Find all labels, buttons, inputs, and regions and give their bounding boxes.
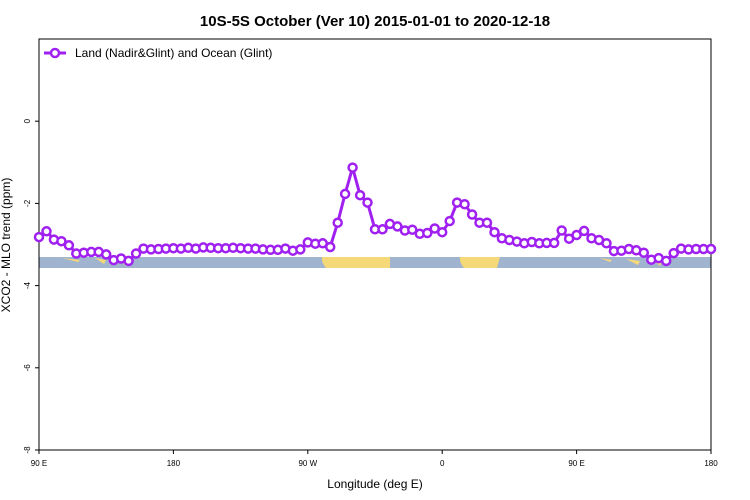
data-point xyxy=(362,197,373,208)
y-tick-label: -2 xyxy=(23,199,32,207)
data-point xyxy=(489,226,500,238)
data-point xyxy=(578,225,590,237)
legend-marker xyxy=(49,47,61,59)
data-point xyxy=(481,217,493,228)
data-point xyxy=(556,225,567,236)
data-point xyxy=(295,244,306,255)
axes: 90 E 180 90 W 0 90 E 180 -8 -6 -4 -2 0 xyxy=(23,118,718,468)
data-point xyxy=(422,227,433,239)
data-point xyxy=(571,229,582,241)
y-tick-label: 0 xyxy=(23,118,32,123)
data-point xyxy=(705,243,717,255)
data-point xyxy=(377,224,388,235)
data-point xyxy=(436,226,448,238)
data-point xyxy=(444,215,455,227)
data-point xyxy=(392,221,403,232)
data-point xyxy=(324,241,336,253)
land-ocean-band xyxy=(39,257,711,268)
y-axis-label: XCO2 - MLO trend (ppm) xyxy=(0,178,13,313)
data-point xyxy=(660,255,672,267)
legend-entry-label: Land (Nadir&Glint) and Ocean (Glint) xyxy=(75,46,272,60)
data-point xyxy=(100,249,112,260)
data-point xyxy=(638,247,650,258)
island-mark xyxy=(626,259,640,265)
x-tick-label: 0 xyxy=(440,459,445,468)
data-point xyxy=(347,162,358,173)
data-point xyxy=(130,248,142,259)
data-point xyxy=(56,235,67,247)
data-point xyxy=(466,209,478,220)
x-tick-label: 90 W xyxy=(298,459,317,468)
data-point xyxy=(459,198,470,210)
data-point xyxy=(668,247,679,259)
data-point xyxy=(354,189,366,201)
data-point xyxy=(339,188,351,200)
data-point xyxy=(33,231,45,243)
y-tick-label: -4 xyxy=(23,281,32,289)
land-band-south-america xyxy=(321,257,390,268)
legend: Land (Nadir&Glint) and Ocean (Glint) xyxy=(44,46,272,60)
island-mark xyxy=(95,258,106,264)
series-layer xyxy=(33,162,717,267)
chart-title: 10S-5S October (Ver 10) 2015-01-01 to 20… xyxy=(200,13,550,30)
y-tick-label: -6 xyxy=(23,364,32,372)
x-tick-label: 180 xyxy=(167,459,181,468)
land-band-africa xyxy=(459,257,500,268)
data-point xyxy=(332,217,343,228)
y-tick-label: -8 xyxy=(23,446,32,454)
data-point xyxy=(601,238,612,249)
x-tick-label: 180 xyxy=(704,459,718,468)
data-point xyxy=(407,224,418,235)
data-point xyxy=(63,240,75,251)
x-axis-label: Longitude (deg E) xyxy=(327,477,422,491)
data-point xyxy=(548,237,560,249)
island-mark xyxy=(62,258,80,262)
x-tick-label: 90 E xyxy=(568,459,584,468)
x-tick-label: 90 E xyxy=(31,459,47,468)
data-point xyxy=(123,255,134,267)
data-point xyxy=(41,226,52,237)
island-mark xyxy=(600,258,612,262)
